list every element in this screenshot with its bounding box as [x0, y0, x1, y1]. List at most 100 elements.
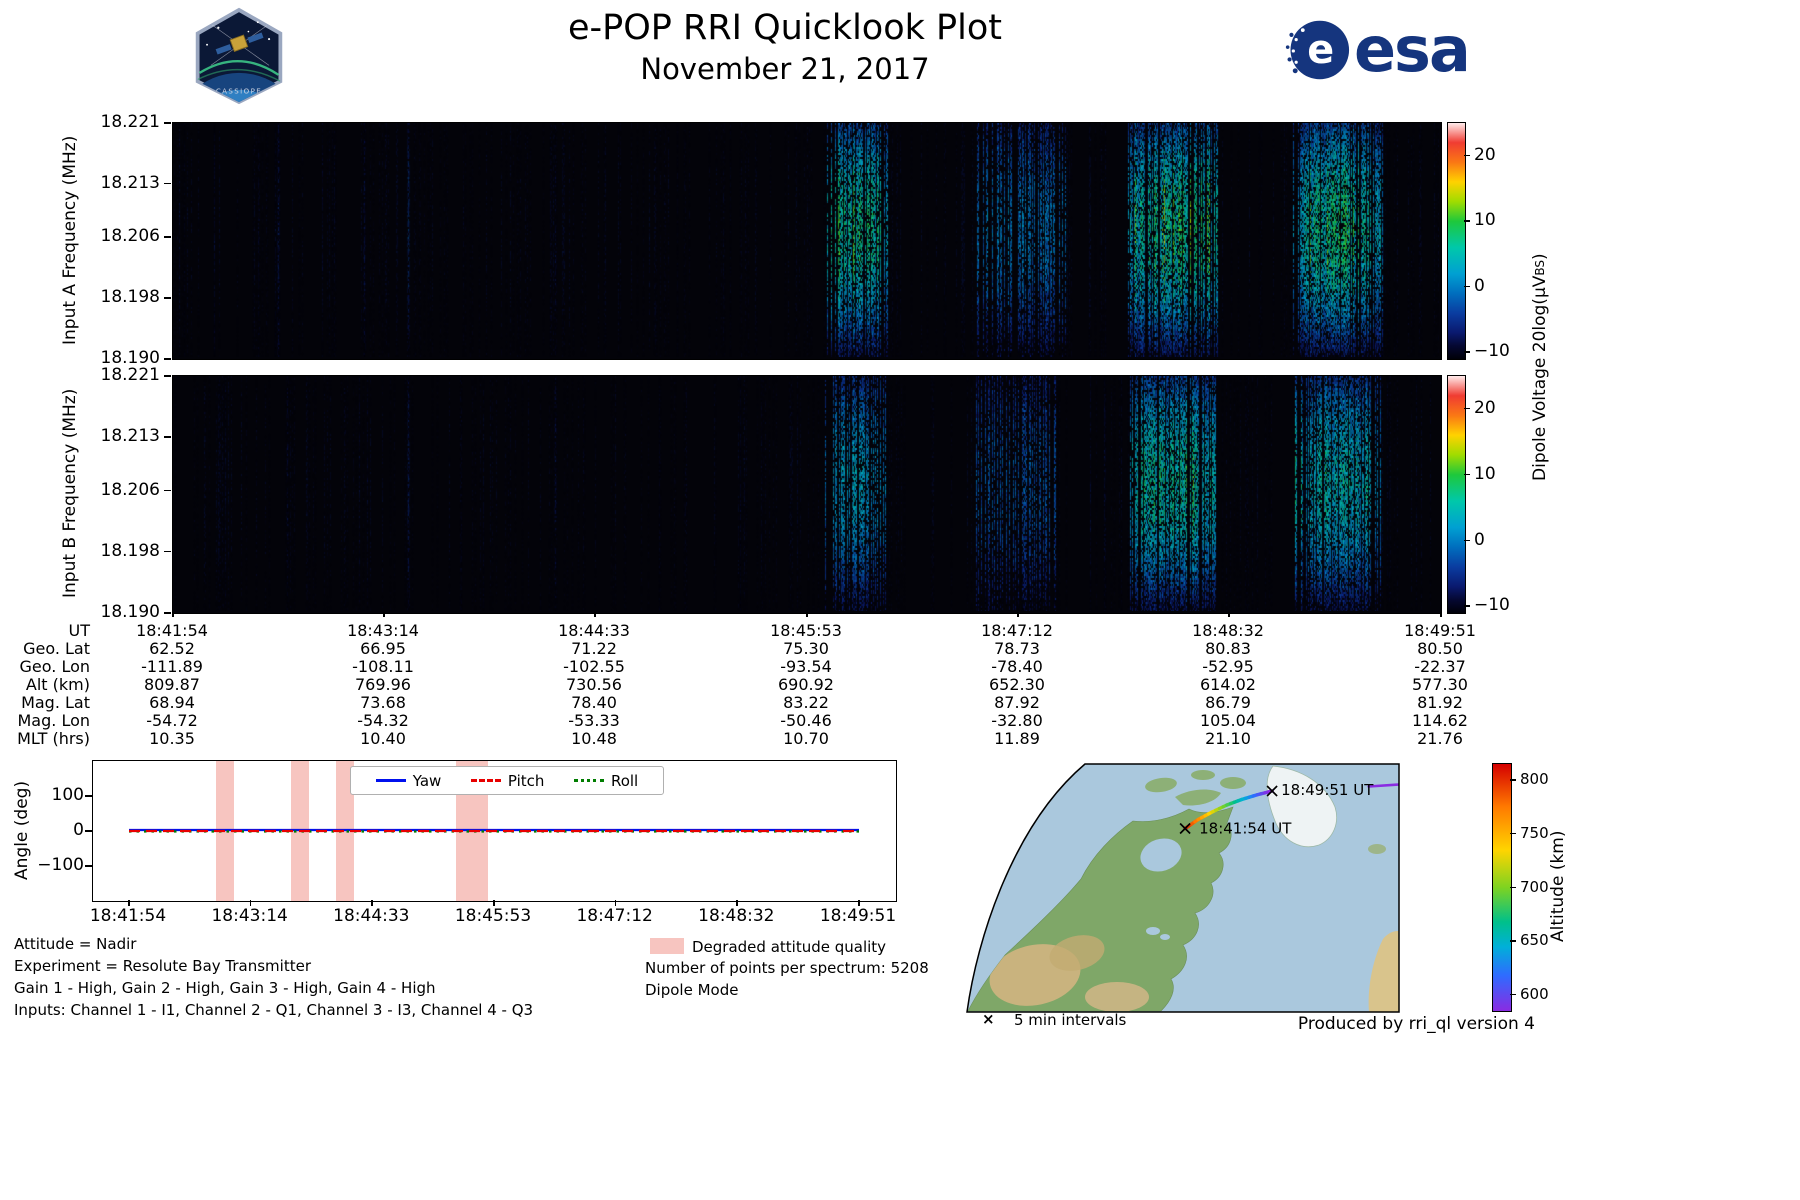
legend-label: Yaw [412, 771, 442, 790]
freq-ytick-label: 18.206 [100, 479, 160, 500]
satellite-track: 18:41:54 UT 18:49:51 UT [1179, 781, 1399, 838]
ephemeris-value: 18:47:12 [981, 621, 1053, 640]
freq-ytick-mark [164, 375, 171, 377]
freq-ytick-label: 18.213 [100, 172, 160, 193]
ephemeris-value: -54.72 [146, 711, 198, 730]
legend-label: Roll [610, 771, 639, 790]
ephemeris-value: 652.30 [989, 675, 1045, 694]
ephemeris-value: 730.56 [566, 675, 622, 694]
angle-ytick-mark [85, 865, 92, 867]
legend-label: Pitch [507, 771, 545, 790]
attitude-xtick-mark [249, 900, 252, 906]
attitude-xtick-label: 18:49:51 [819, 906, 897, 926]
ephemeris-value: 18:44:33 [558, 621, 630, 640]
spectrogram-xtick-mark [172, 612, 174, 617]
colorbar-tick-label: −10 [1474, 341, 1510, 362]
attitude-xtick-label: 18:45:53 [454, 906, 532, 926]
ephemeris-table: UT 18:41:54 18:43:14 18:44:33 18:45:53 18:47:… [0, 622, 1600, 752]
esa-globe-icon: e [1285, 20, 1350, 80]
ephemeris-row-label: Geo. Lat [23, 639, 90, 658]
spectrogram-xtick-mark [594, 612, 596, 617]
ephemeris-value: -102.55 [563, 657, 625, 676]
map-arctic-island-3 [1220, 777, 1246, 789]
ephemeris-value: 10.40 [360, 729, 406, 748]
legend-item-yaw: Yaw [375, 771, 442, 790]
attitude-xtick-label: 18:41:54 [89, 906, 167, 926]
altitude-tick-mark [1510, 779, 1516, 781]
map-iceland [1368, 844, 1386, 854]
gains-annotation: Gain 1 - High, Gain 2 - High, Gain 3 - H… [14, 979, 436, 997]
spectrogram-xtick-mark [1017, 612, 1019, 617]
colorbar-tick-label: 20 [1474, 397, 1496, 418]
map-border [966, 763, 1400, 1013]
ephemeris-value: 577.30 [1412, 675, 1468, 694]
map-time-label: 18:41:54 UT [1199, 820, 1292, 838]
colorbar-tick-label: 10 [1474, 463, 1496, 484]
legend-item-roll: Roll [573, 771, 639, 790]
attitude-xtick-label: 18:43:14 [211, 906, 288, 926]
colorbar-tick-mark [1464, 351, 1470, 353]
spectrogram-xtick-mark [1440, 612, 1442, 617]
freq-ytick-label: 18.198 [100, 287, 160, 308]
ephemeris-value: 78.73 [994, 639, 1040, 658]
colorbar-b [1447, 375, 1466, 614]
angle-ytick-mark [85, 795, 92, 797]
angle-ytick-label: 100 [51, 785, 84, 805]
ephemeris-value: -22.37 [1414, 657, 1466, 676]
colorbar-tick-label: 0 [1474, 275, 1485, 296]
attitude-lines [129, 828, 859, 833]
ephemeris-value: 62.52 [149, 639, 195, 658]
ephemeris-value: 114.62 [1412, 711, 1468, 730]
esa-globe-letter: e [1307, 27, 1334, 73]
colorbar-tick-mark [1464, 220, 1470, 222]
cassiope-mission-logo: CASSIOPE [195, 7, 283, 105]
colorbar-tick-mark [1464, 605, 1470, 607]
esa-wordmark: esa [1354, 13, 1471, 86]
altitude-tick-label: 650 [1520, 931, 1549, 950]
freq-ytick-label: 18.213 [100, 426, 160, 447]
altitude-tick-label: 700 [1520, 877, 1549, 896]
map-greenland [1266, 765, 1337, 847]
altitude-colorbar-label: Altitude (km) [1548, 830, 1568, 943]
map-arctic-island-4 [1191, 770, 1215, 780]
colorbar-label-sub: BS [1533, 259, 1547, 276]
colorbar-tick-mark [1464, 407, 1470, 410]
ground-track-map: 18:41:54 UT 18:49:51 UT [966, 763, 1400, 1013]
colorbar-tick-label: −10 [1474, 595, 1510, 616]
ephemeris-value: 21.10 [1205, 729, 1251, 748]
colorbar-tick-label: 20 [1474, 144, 1496, 165]
interval-cross-marker [1266, 785, 1278, 797]
ephemeris-value: 68.94 [149, 693, 195, 712]
ephemeris-value: 18:43:14 [347, 621, 419, 640]
page-title: e-POP RRI Quicklook Plot [567, 8, 1002, 48]
colorbar-tick-label: 0 [1474, 529, 1485, 550]
degraded-quality-swatch [650, 938, 684, 954]
attitude-xtick-label: 18:48:32 [698, 906, 775, 926]
aurora-arc-2 [197, 68, 281, 83]
ephemeris-value: -108.11 [352, 657, 414, 676]
interval-cross-marker [1179, 822, 1191, 835]
map-time-label: 18:49:51 UT [1281, 781, 1374, 799]
ephemeris-value: 11.89 [994, 729, 1040, 748]
freq-ytick-mark [164, 489, 171, 492]
ephemeris-value: -53.33 [568, 711, 620, 730]
attitude-xtick-mark [371, 900, 373, 906]
freq-ytick-mark [164, 182, 171, 185]
ephemeris-value: 21.76 [1417, 729, 1463, 748]
produced-by-credit: Produced by rri_ql version 4 [1297, 1014, 1535, 1034]
freq-ytick-mark [164, 612, 171, 614]
attitude-legend: Yaw Pitch Roll [350, 766, 664, 795]
experiment-annotation: Experiment = Resolute Bay Transmitter [14, 957, 311, 975]
freq-ytick-mark [164, 236, 171, 238]
colorbar-tick-mark [1464, 473, 1470, 476]
points-per-spectrum: Number of points per spectrum: 5208 [645, 959, 929, 977]
map-great-lakes [1146, 927, 1160, 935]
freq-ytick-label: 18.221 [100, 112, 160, 132]
altitude-tick-label: 750 [1520, 823, 1549, 842]
ephemeris-value: 80.50 [1417, 639, 1463, 658]
ephemeris-value: 10.35 [149, 729, 195, 748]
ephemeris-row-label: Alt (km) [25, 675, 90, 694]
colorbar-tick-mark [1464, 154, 1470, 157]
mission-name: CASSIOPE [216, 87, 262, 96]
altitude-tick-mark [1510, 832, 1516, 835]
